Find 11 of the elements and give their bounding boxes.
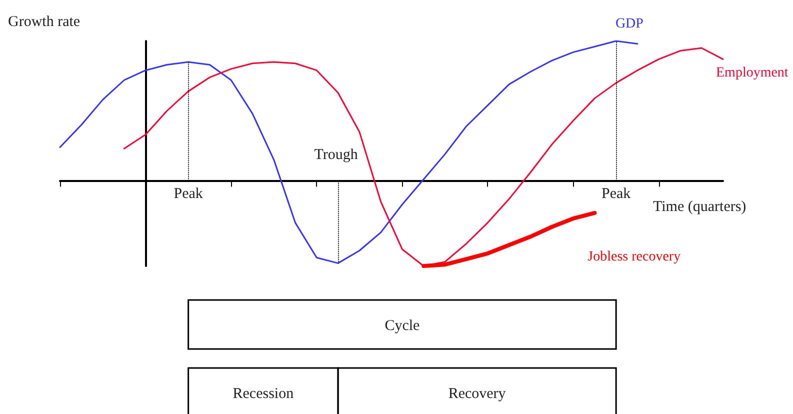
text: Cycle (384, 318, 420, 334)
text: Jobless recovery (588, 249, 681, 264)
x-axis-title: Time (quarters) (653, 198, 746, 215)
text: Recession (232, 386, 294, 402)
series-label: Employment (716, 66, 788, 81)
y-axis-title: Growth rate (8, 14, 80, 30)
annotation: Peak (174, 186, 204, 202)
annotation: Peak (601, 186, 632, 202)
series-label: GDP (615, 16, 644, 32)
annotation: Trough (314, 146, 358, 163)
text: Recovery (448, 386, 506, 402)
